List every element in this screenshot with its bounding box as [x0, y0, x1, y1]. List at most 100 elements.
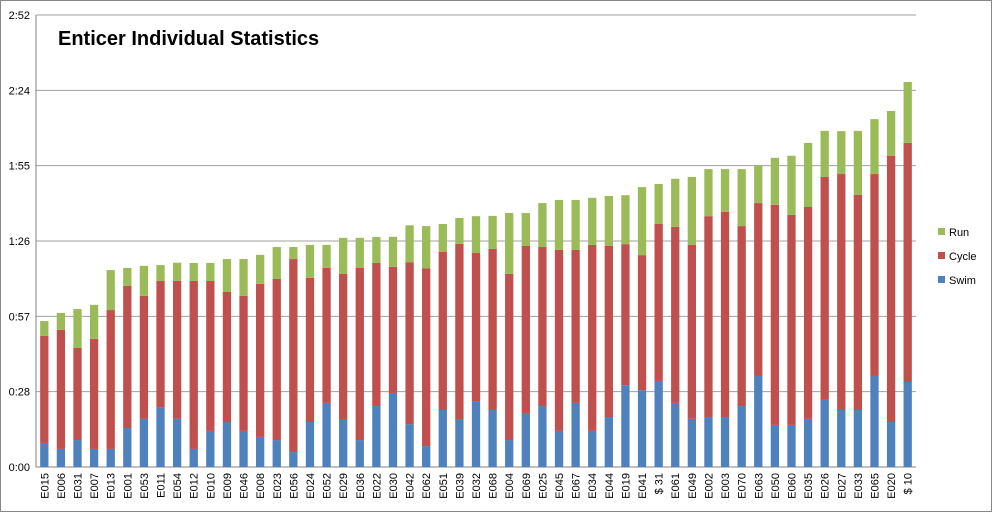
- x-tick-label: E044: [604, 473, 616, 499]
- x-tick-label: E026: [820, 473, 832, 499]
- bar-segment: [405, 424, 414, 467]
- y-tick-label: 0:28: [9, 387, 30, 399]
- bar-segment: [438, 409, 447, 467]
- bar-segment: [455, 217, 464, 244]
- bar-segment: [505, 213, 514, 274]
- bar-segment: [189, 281, 198, 449]
- bar-segment: [289, 247, 298, 260]
- bar-segment: [488, 248, 497, 410]
- bar-segment: [687, 244, 696, 419]
- chart-title: Enticer Individual Statistics: [58, 28, 319, 50]
- x-tick-label: E008: [255, 473, 267, 499]
- bar-segment: [422, 446, 431, 467]
- bar-segment: [654, 380, 663, 467]
- bar-segment: [571, 249, 580, 403]
- bar-segment: [172, 262, 182, 281]
- x-tick-label: E039: [454, 473, 466, 499]
- bar-segment: [886, 110, 896, 156]
- bar-segment: [737, 226, 746, 407]
- bar-segment: [106, 270, 115, 311]
- bar-segment: [571, 402, 580, 467]
- bar-segment: [671, 226, 680, 403]
- bar-segment: [671, 402, 680, 467]
- x-tick-label: E067: [571, 473, 583, 499]
- x-tick-label: E033: [853, 473, 865, 499]
- bar-segment: [770, 424, 780, 467]
- x-tick-label: E006: [56, 473, 68, 499]
- bar-segment: [737, 169, 746, 227]
- bar-segment: [73, 309, 82, 348]
- x-tick-label: E036: [355, 473, 367, 499]
- x-tick-label: E020: [886, 473, 898, 499]
- bar-segment: [720, 417, 730, 467]
- bar-segment: [903, 142, 912, 382]
- bar-segment: [40, 335, 49, 443]
- bar-segment: [123, 428, 132, 467]
- bar-segment: [554, 199, 564, 250]
- bar-segment: [521, 213, 530, 246]
- x-tick-label: E027: [836, 473, 848, 499]
- bar-segment: [405, 225, 414, 263]
- bar-segment: [903, 381, 912, 467]
- bar-segment: [289, 259, 298, 453]
- bar-segment: [139, 265, 149, 296]
- bar-segment: [505, 273, 514, 441]
- bar-segment: [604, 417, 613, 467]
- bar-segment: [471, 401, 481, 467]
- bar-segment: [488, 215, 497, 249]
- bar-segment: [272, 440, 281, 467]
- bar-segment: [654, 223, 663, 381]
- bar-segment: [73, 440, 82, 467]
- x-tick-label: E052: [322, 473, 334, 499]
- bar-segment: [604, 245, 613, 418]
- bar-segment: [538, 203, 547, 248]
- x-tick-label: E045: [554, 473, 566, 499]
- bar-segment: [604, 196, 613, 246]
- bar-segment: [422, 268, 431, 447]
- bar-segment: [538, 406, 547, 467]
- x-tick-label: E013: [106, 473, 118, 499]
- bar-segment: [56, 329, 66, 449]
- x-tick-label: E030: [388, 473, 400, 499]
- bar-segment: [820, 398, 829, 467]
- x-tick-label: E010: [205, 473, 217, 499]
- x-tick-label: E063: [753, 473, 765, 499]
- bar-segment: [422, 226, 431, 269]
- y-tick-label: 2:52: [9, 10, 30, 22]
- bar-segment: [322, 244, 331, 268]
- x-tick-label: E054: [172, 473, 184, 499]
- x-tick-label: E046: [239, 473, 251, 499]
- bar-segment: [438, 251, 447, 410]
- bar-segment: [671, 178, 680, 227]
- bar-segment: [637, 390, 647, 467]
- bar-segment: [405, 262, 414, 425]
- x-tick-label: E024: [305, 473, 317, 499]
- bar-segment: [737, 406, 746, 467]
- bar-segment: [123, 285, 132, 429]
- bar-segment: [372, 262, 381, 407]
- x-tick-label: E051: [438, 473, 450, 499]
- bar-segment: [339, 419, 348, 467]
- x-tick-label: E029: [338, 473, 350, 499]
- bar-segment: [704, 417, 713, 467]
- bar-segment: [106, 448, 115, 467]
- bar-segment: [239, 430, 248, 467]
- x-tick-label: E011: [156, 473, 168, 498]
- legend-swatch: [938, 276, 945, 283]
- bar-segment: [89, 448, 99, 467]
- bar-segment: [621, 244, 630, 386]
- bar-segment: [156, 265, 165, 282]
- bar-segment: [106, 310, 115, 449]
- bar-segment: [870, 174, 879, 376]
- x-tick-label: E019: [620, 473, 632, 499]
- bar-segment: [554, 249, 564, 431]
- bar-segment: [222, 292, 232, 423]
- bar-segment: [505, 440, 514, 467]
- x-tick-label: $ 31: [654, 473, 666, 494]
- legend-label: Swim: [949, 275, 976, 287]
- bar-segment: [56, 312, 66, 330]
- x-tick-label: E003: [720, 473, 732, 499]
- x-tick-label: E001: [122, 473, 134, 499]
- x-tick-label: E012: [189, 473, 201, 499]
- bar-segment: [172, 280, 182, 419]
